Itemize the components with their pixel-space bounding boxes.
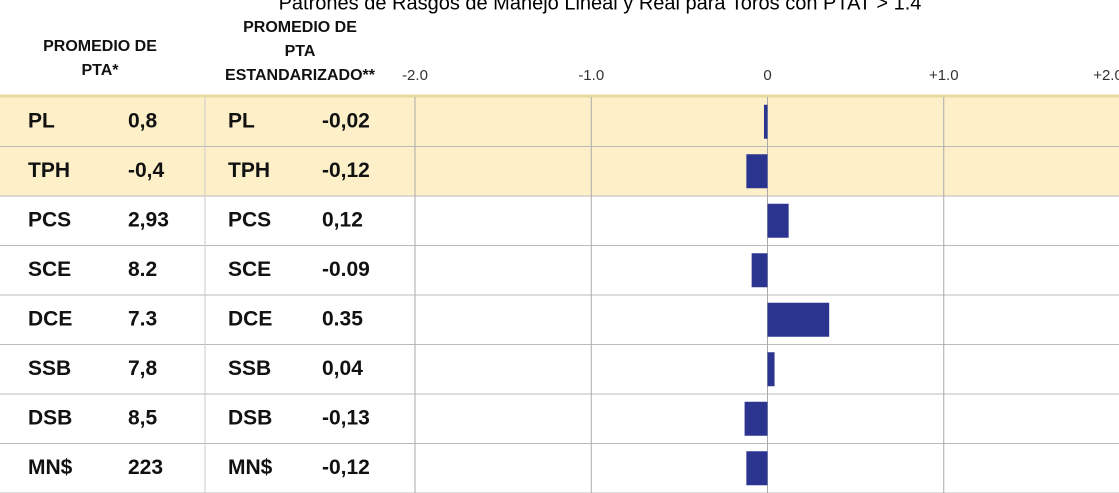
bar [767, 302, 830, 337]
x-tick-label: +2.0 [1093, 67, 1119, 84]
std-value: 0,12 [322, 208, 363, 231]
row-label: SSB [28, 357, 71, 380]
std-value: -0,12 [322, 456, 370, 479]
pta-value: -0,4 [128, 159, 165, 182]
pta-value: 0,8 [128, 109, 158, 132]
std-value: -0,13 [322, 406, 370, 429]
chart-title: Patrones de Rasgos de Manejo Lineal y Re… [279, 0, 922, 14]
std-value: -0,12 [322, 159, 370, 182]
pta-value: 223 [128, 456, 163, 479]
std-value: -0,02 [322, 109, 370, 132]
x-tick-label: 0 [763, 67, 771, 84]
row-label: MN$ [228, 456, 273, 479]
row-label: TPH [28, 159, 70, 182]
x-tick-label: +1.0 [929, 67, 959, 84]
column-header: PROMEDIO DE PTA ESTANDARIZADO** [225, 19, 376, 84]
pta-value: 7,8 [128, 357, 158, 380]
pta-value: 8,5 [128, 406, 158, 429]
pta-value: 8.2 [128, 258, 157, 281]
bar [746, 451, 768, 486]
row-label: SCE [228, 258, 271, 281]
bar [767, 352, 775, 387]
row-label: DCE [28, 307, 72, 330]
bar [767, 203, 789, 238]
row-highlight [0, 97, 1119, 147]
bar [763, 104, 768, 139]
row-highlight [0, 146, 1119, 196]
pta-value: 7.3 [128, 307, 157, 330]
row-label: PL [28, 109, 55, 132]
row-label: TPH [228, 159, 270, 182]
bar [751, 253, 768, 288]
column-header: PROMEDIO DE PTA* [43, 38, 157, 79]
std-value: 0,04 [322, 357, 363, 380]
row-label: PCS [28, 208, 71, 231]
row-label: PL [228, 109, 255, 132]
row-label: DCE [228, 307, 272, 330]
row-label: SCE [28, 258, 71, 281]
row-label: SSB [228, 357, 271, 380]
x-tick-label: -2.0 [402, 67, 428, 84]
x-tick-label: -1.0 [578, 67, 604, 84]
row-label: PCS [228, 208, 271, 231]
row-label: DSB [228, 406, 272, 429]
std-value: -0.09 [322, 258, 370, 281]
std-value: 0.35 [322, 307, 363, 330]
bar [744, 401, 768, 436]
row-label: DSB [28, 406, 72, 429]
bar [746, 154, 768, 189]
pta-value: 2,93 [128, 208, 169, 231]
row-label: MN$ [28, 456, 73, 479]
